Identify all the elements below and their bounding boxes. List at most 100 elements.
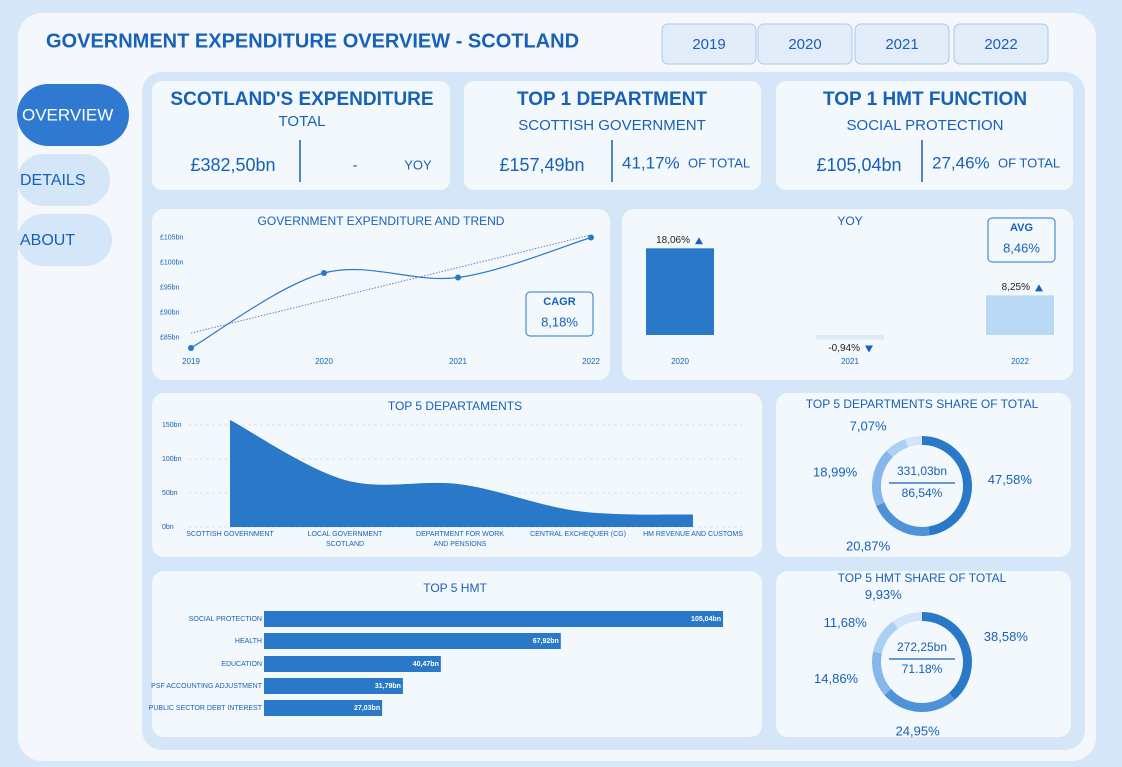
x-tick-label: LOCAL GOVERNMENT SCOTLAND <box>307 531 383 548</box>
data-label: 8,25% <box>1002 282 1030 293</box>
y-tick-label: £90bn <box>160 309 180 316</box>
trend-arrow <box>1035 284 1043 292</box>
chart-card <box>622 209 1073 380</box>
kpi-card <box>152 81 450 190</box>
bar <box>264 656 441 672</box>
year-button-bg[interactable] <box>661 23 757 65</box>
kpi-value: £157,49bn <box>499 155 584 175</box>
kpi-box-label: CAGR <box>543 296 575 308</box>
bar <box>646 248 714 335</box>
donut-segment <box>884 688 955 712</box>
y-tick-label: £85bn <box>160 334 180 341</box>
data-label: 18,99% <box>813 465 858 480</box>
point <box>321 270 327 276</box>
kpi-box-label: AVG <box>1010 222 1033 234</box>
chart-title: GOVERNMENT EXPENDITURE AND TREND <box>258 214 505 228</box>
donut-segment <box>886 438 909 458</box>
kpi-subtitle: TOTAL <box>279 113 326 130</box>
year-button[interactable]: 2021 <box>854 23 950 65</box>
x-tick-label: DEPARTMENT FOR WORK AND PENSIONS <box>416 531 504 548</box>
chart-card <box>776 571 1071 737</box>
bar <box>264 678 403 694</box>
y-tick-label: 150bn <box>162 422 182 429</box>
nav-item-bg[interactable] <box>17 214 112 266</box>
chart-card <box>152 209 610 380</box>
y-tick-label: SOCIAL PROTECTION <box>189 616 262 623</box>
kpi-card <box>776 81 1073 190</box>
x-tick-label: SCOTTISH GOVERNMENT <box>186 531 274 538</box>
kpi-change-label: YOY <box>404 157 432 172</box>
data-label: 105,04bn <box>691 616 721 623</box>
year-button[interactable]: 2022 <box>953 23 1049 65</box>
x-tick-label: CENTRAL EXCHEQUER (CG) <box>530 531 626 538</box>
donut-segment <box>892 612 923 629</box>
bar <box>264 700 383 716</box>
nav-item-label[interactable]: DETAILS <box>20 172 86 189</box>
page-title: GOVERNMENT EXPENDITURE OVERVIEW - SCOTLA… <box>46 30 579 52</box>
donut-segment <box>873 621 899 654</box>
kpi-subtitle: SOCIAL PROTECTION <box>847 117 1004 134</box>
y-tick-label: EDUCATION <box>221 661 262 668</box>
data-label: 67,92bn <box>533 638 559 645</box>
year-button[interactable]: 2019 <box>661 23 757 65</box>
x-tick-label: 2022 <box>582 357 600 366</box>
data-label: 31,79bn <box>375 683 401 690</box>
kpi-box <box>987 217 1056 263</box>
kpi-box-value: 8,46% <box>1003 240 1040 255</box>
kpi-title: TOP 1 DEPARTMENT <box>517 89 707 110</box>
nav-item[interactable]: DETAILS <box>17 154 110 206</box>
trend-line <box>190 234 592 334</box>
data-label: 7,07% <box>850 418 887 433</box>
kpi-share: 41,17% <box>622 153 680 172</box>
x-tick-label: 2021 <box>841 357 859 366</box>
donut-center-share: 86,54% <box>902 486 943 500</box>
y-tick-label: 0bn <box>162 524 174 531</box>
chart-title: YOY <box>837 214 862 228</box>
data-label: 27,03bn <box>354 705 380 712</box>
x-tick-label-box: DEPARTMENT FOR WORK AND PENSIONS <box>416 531 504 548</box>
y-tick-label: £105bn <box>160 234 183 241</box>
donut-center-value: 331,03bn <box>897 464 947 478</box>
year-button-label[interactable]: 2019 <box>692 36 725 53</box>
nav-item[interactable]: OVERVIEW <box>17 84 129 146</box>
chart-card <box>152 571 762 737</box>
nav-item-bg[interactable] <box>17 154 110 206</box>
point <box>588 234 594 241</box>
year-button-bg[interactable] <box>757 23 853 65</box>
donut-segment <box>872 450 894 506</box>
data-label: 18,06% <box>656 235 690 246</box>
y-tick-label: PUBLIC SECTOR DEBT INTEREST <box>149 705 263 712</box>
x-tick-label: 2022 <box>1011 357 1029 366</box>
chart-title: TOP 5 DEPARTMENTS SHARE OF TOTAL <box>806 397 1039 411</box>
year-button-label[interactable]: 2020 <box>788 36 821 53</box>
data-label: 11,68% <box>824 615 868 630</box>
chart-title: TOP 5 DEPARTAMENTS <box>388 399 522 413</box>
nav-item-label[interactable]: ABOUT <box>20 232 75 249</box>
kpi-box <box>525 291 594 337</box>
year-button-label[interactable]: 2021 <box>885 36 918 53</box>
nav-item-label[interactable]: OVERVIEW <box>22 105 113 124</box>
year-button-bg[interactable] <box>953 23 1049 65</box>
kpi-value: £382,50bn <box>190 155 275 175</box>
trend-arrow <box>695 237 703 245</box>
point <box>455 274 461 281</box>
data-label: 24,95% <box>896 723 941 738</box>
y-tick-label: £100bn <box>160 259 183 266</box>
nav-item[interactable]: ABOUT <box>17 214 112 266</box>
year-button[interactable]: 2020 <box>757 23 853 65</box>
kpi-value: £105,04bn <box>816 155 901 175</box>
x-tick-label: 2019 <box>182 357 200 366</box>
donut-segment <box>872 651 892 695</box>
nav-item-bg[interactable] <box>17 84 129 146</box>
chart-title: TOP 5 HMT <box>423 581 487 595</box>
year-button-bg[interactable] <box>854 23 950 65</box>
bar <box>264 633 561 649</box>
kpi-share: 27,46% <box>932 153 990 172</box>
x-tick-label-box: CENTRAL EXCHEQUER (CG) <box>530 531 626 538</box>
year-button-label[interactable]: 2022 <box>984 36 1017 53</box>
x-tick-label: 2020 <box>315 357 333 366</box>
donut-center-share: 71.18% <box>902 662 943 676</box>
chart-card <box>776 393 1071 557</box>
bar <box>816 335 884 340</box>
